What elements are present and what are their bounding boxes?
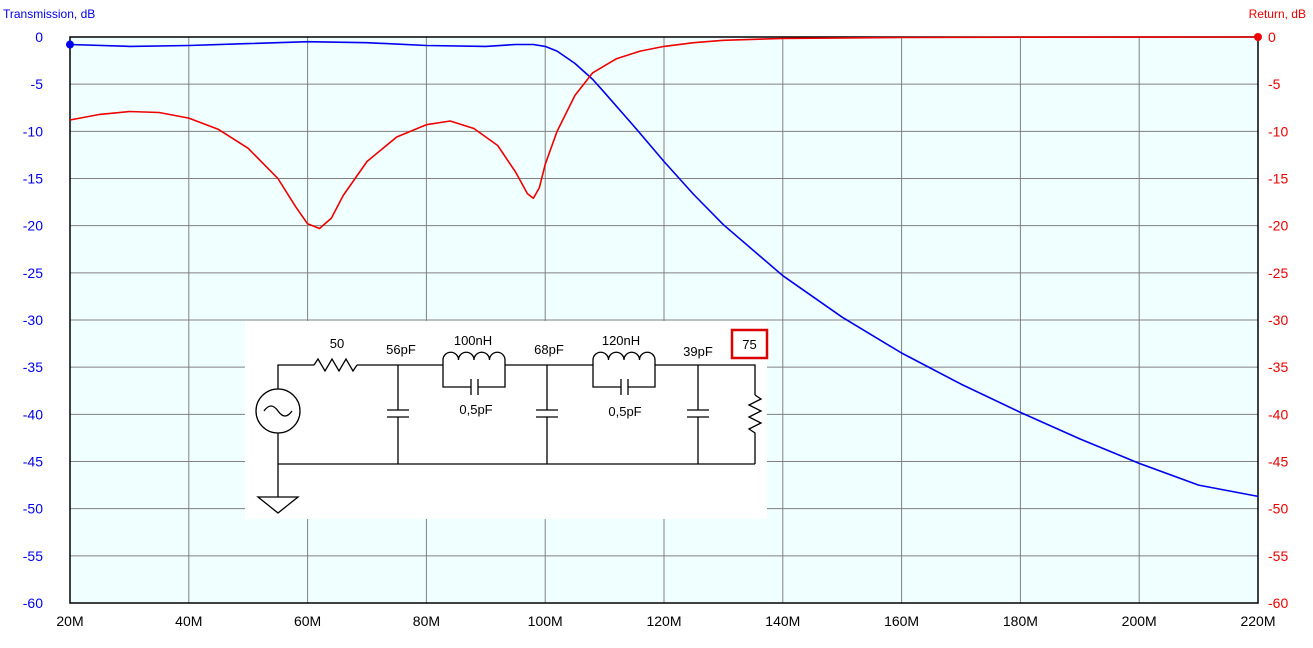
y-tick-right: -10 <box>1268 123 1288 139</box>
y-tick-left: -45 <box>23 454 43 470</box>
y-tick-right: -15 <box>1268 171 1288 187</box>
y-tick-left: 0 <box>35 29 43 45</box>
y-tick-left: -20 <box>23 218 43 234</box>
label-39pf: 39pF <box>683 344 713 359</box>
return-cursor-marker[interactable] <box>1254 33 1262 41</box>
x-tick: 140M <box>765 613 800 629</box>
right-axis-title: Return, dB <box>1249 7 1306 21</box>
transmission-line <box>69 40 1259 498</box>
wire-l2-load <box>655 364 756 395</box>
plot-frame <box>69 36 1259 604</box>
label-75: 75 <box>742 337 756 352</box>
ground-symbol <box>256 496 300 514</box>
y-tick-right: -25 <box>1268 265 1288 281</box>
capacitor-39pf <box>687 365 709 464</box>
y-tick-right: -40 <box>1268 406 1288 422</box>
x-tick: 160M <box>884 613 919 629</box>
y-tick-right: -60 <box>1268 595 1288 611</box>
x-tick: 100M <box>528 613 563 629</box>
x-tick: 120M <box>646 613 681 629</box>
y-tick-right: -30 <box>1268 312 1288 328</box>
y-tick-left: -25 <box>23 265 43 281</box>
label-05pf-2: 0,5pF <box>608 404 641 419</box>
y-tick-left: -10 <box>23 123 43 139</box>
x-tick: 80M <box>413 613 440 629</box>
y-tick-right: -35 <box>1268 359 1288 375</box>
y-tick-right: -50 <box>1268 501 1288 517</box>
return-line <box>69 36 1259 230</box>
label-120nh: 120nH <box>602 333 640 348</box>
x-tick: 40M <box>175 613 202 629</box>
y-tick-right: -5 <box>1268 76 1281 92</box>
x-tick: 180M <box>1003 613 1038 629</box>
capacitor-56pf <box>387 365 409 464</box>
x-tick-labels: 20M 40M 60M 80M 100M 120M 140M 160M 180M 200M 220M <box>56 613 1275 629</box>
y-tick-left: -30 <box>23 312 43 328</box>
y-tick-right: -45 <box>1268 454 1288 470</box>
series-markers <box>66 33 1262 49</box>
label-05pf-1: 0,5pF <box>459 402 492 417</box>
schematic-background <box>245 321 767 519</box>
capacitor-parallel-2 <box>592 365 656 395</box>
y-tick-left: -35 <box>23 359 43 375</box>
x-tick: 200M <box>1122 613 1157 629</box>
y-tick-right: -20 <box>1268 218 1288 234</box>
inductor-120nh <box>592 351 656 365</box>
right-y-tick-labels: 0 -5 -10 -15 -20 -25 -30 -35 -40 -45 -50 -55 -60 <box>1268 29 1288 611</box>
transmission-cursor-marker[interactable] <box>66 40 74 49</box>
y-tick-right: 0 <box>1268 29 1276 45</box>
label-68pf: 68pF <box>534 342 564 357</box>
inductor-100nh <box>442 351 506 365</box>
x-tick: 220M <box>1240 613 1275 629</box>
y-tick-right: -55 <box>1268 548 1288 564</box>
series-lines <box>69 36 1259 498</box>
label-56pf: 56pF <box>386 342 416 357</box>
capacitor-68pf <box>536 365 558 464</box>
resistor-50 <box>313 357 358 373</box>
load-value-box[interactable] <box>730 328 769 360</box>
left-axis-title: Transmission, dB <box>3 7 95 21</box>
sine-glyph <box>263 405 293 417</box>
left-y-tick-labels: 0 -5 -10 -15 -20 -25 -30 -35 -40 -45 -50 -55 -60 <box>23 29 43 611</box>
label-100nh: 100nH <box>454 333 492 348</box>
y-tick-left: -5 <box>31 76 44 92</box>
label-50: 50 <box>330 336 344 351</box>
y-tick-left: -55 <box>23 548 43 564</box>
y-tick-left: -60 <box>23 595 43 611</box>
load-resistor <box>747 394 763 464</box>
y-tick-left: -50 <box>23 501 43 517</box>
y-tick-left: -15 <box>23 171 43 187</box>
wire-source-top <box>277 364 314 389</box>
y-tick-left: -40 <box>23 406 43 422</box>
x-tick: 20M <box>56 613 83 629</box>
x-tick: 60M <box>294 613 321 629</box>
capacitor-parallel-1 <box>442 365 506 395</box>
schematic-inset: 50 56pF 100nH 0,5pF 68pF 120nH 0,5pF 39p… <box>245 321 769 519</box>
